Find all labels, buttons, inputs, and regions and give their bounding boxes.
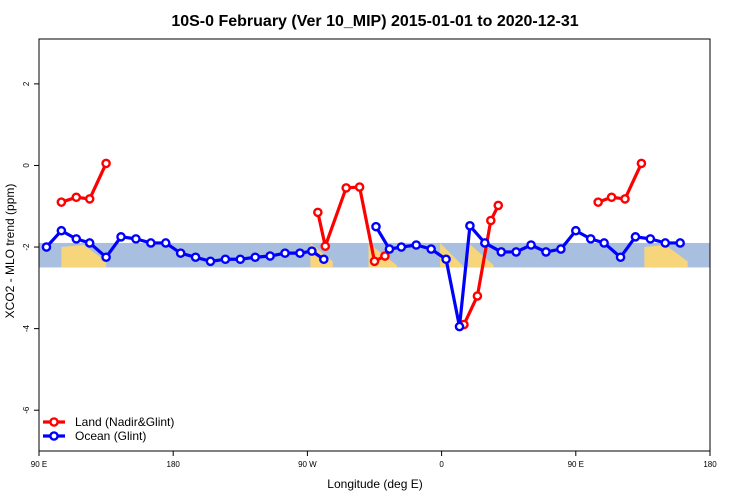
land-data-point <box>493 200 504 211</box>
land-data-point <box>101 158 111 169</box>
axes-layer: 90 E 180 90 W 0 90 E 180 -6 -4 -2 0 2 <box>22 81 717 469</box>
land-data-point <box>313 207 323 218</box>
land-data-point <box>84 194 95 204</box>
ocean-data-point <box>101 252 111 263</box>
legend-land-marker <box>49 417 59 427</box>
ocean-data-point <box>396 242 407 252</box>
ocean-data-point <box>190 252 201 263</box>
x-tick-label: 180 <box>703 460 717 469</box>
ocean-data-point <box>615 252 626 263</box>
land-series-line <box>597 162 643 204</box>
ocean-data-point <box>571 225 581 236</box>
ocean-data-point <box>160 238 171 248</box>
y-tick-label: -4 <box>22 325 31 333</box>
ocean-data-point <box>307 246 317 256</box>
land-data-point <box>369 256 380 267</box>
ocean-data-point <box>56 225 67 236</box>
ocean-data-point <box>146 238 156 248</box>
land-data-point <box>320 241 331 252</box>
legend: Land (Nadir&Glint)Ocean (Glint) <box>43 415 174 443</box>
land-data-point <box>56 197 67 207</box>
land-series-line <box>462 204 500 326</box>
land-data-point <box>472 291 483 301</box>
ocean-data-point <box>319 254 329 265</box>
x-tick-label: 90 W <box>298 460 317 469</box>
ocean-data-point <box>599 238 609 248</box>
land-patch <box>644 245 688 268</box>
y-axis-label: XCO2 - MLO trend (ppm) <box>3 184 17 319</box>
chart-title: 10S-0 February (Ver 10_MIP) 2015-01-01 t… <box>171 13 578 30</box>
ocean-data-point <box>496 247 507 257</box>
legend-land-label: Land (Nadir&Glint) <box>75 415 174 429</box>
ocean-data-point <box>465 221 475 231</box>
y-tick-label: 2 <box>22 81 31 86</box>
ocean-data-point <box>454 321 465 332</box>
land-data-point <box>71 192 82 203</box>
land-data-point <box>606 192 617 203</box>
ocean-data-point <box>675 238 685 248</box>
x-tick-label: 90 E <box>31 460 47 469</box>
ocean-data-point <box>556 244 566 254</box>
ocean-data-point <box>441 254 451 265</box>
y-tick-label: -2 <box>22 243 31 251</box>
ocean-data-point <box>250 252 261 263</box>
land-data-point <box>341 183 351 193</box>
y-tick-label: -6 <box>22 406 31 414</box>
land-data-point <box>620 194 630 204</box>
land-data-point <box>486 215 496 226</box>
ocean-data-point <box>585 234 596 244</box>
land-data-point <box>354 182 365 192</box>
ocean-data-point <box>426 244 436 254</box>
land-patch <box>61 245 107 268</box>
plot-frame <box>38 38 711 452</box>
series-layer <box>41 158 685 332</box>
ocean-data-point <box>541 247 551 257</box>
ocean-data-point <box>511 247 521 257</box>
x-axis-label: Longitude (deg E) <box>327 477 422 491</box>
y-tick-label: 0 <box>22 163 31 168</box>
land-data-point <box>593 197 603 207</box>
ocean-data-point <box>220 254 231 265</box>
land-patch <box>468 242 494 268</box>
land-series-line <box>60 162 108 204</box>
x-tick-label: 0 <box>439 460 444 469</box>
ocean-data-point <box>116 232 126 242</box>
ocean-data-point <box>265 251 275 261</box>
x-tick-label: 90 E <box>568 460 584 469</box>
ocean-data-point <box>71 234 82 244</box>
ocean-data-point <box>295 248 305 258</box>
ocean-data-point <box>84 238 95 248</box>
ocean-data-point <box>41 242 52 252</box>
ocean-data-point <box>175 248 186 258</box>
ocean-data-point <box>131 234 141 244</box>
ocean-data-point <box>630 232 641 242</box>
x-tick-label: 180 <box>167 460 181 469</box>
ocean-data-point <box>645 234 656 244</box>
ocean-data-point <box>660 238 671 248</box>
ocean-data-point <box>280 248 290 258</box>
ocean-data-point <box>411 240 422 250</box>
ocean-data-point <box>371 221 381 232</box>
ocean-data-point <box>205 256 216 267</box>
legend-ocean-label: Ocean (Glint) <box>75 429 146 443</box>
land-data-point <box>380 251 390 261</box>
ocean-data-point <box>526 240 536 250</box>
ocean-data-point <box>235 254 246 265</box>
legend-ocean-marker <box>49 431 59 441</box>
ocean-data-point <box>384 244 395 254</box>
ocean-series-line <box>374 224 681 329</box>
ocean-data-point <box>480 238 490 248</box>
land-data-point <box>636 158 647 169</box>
